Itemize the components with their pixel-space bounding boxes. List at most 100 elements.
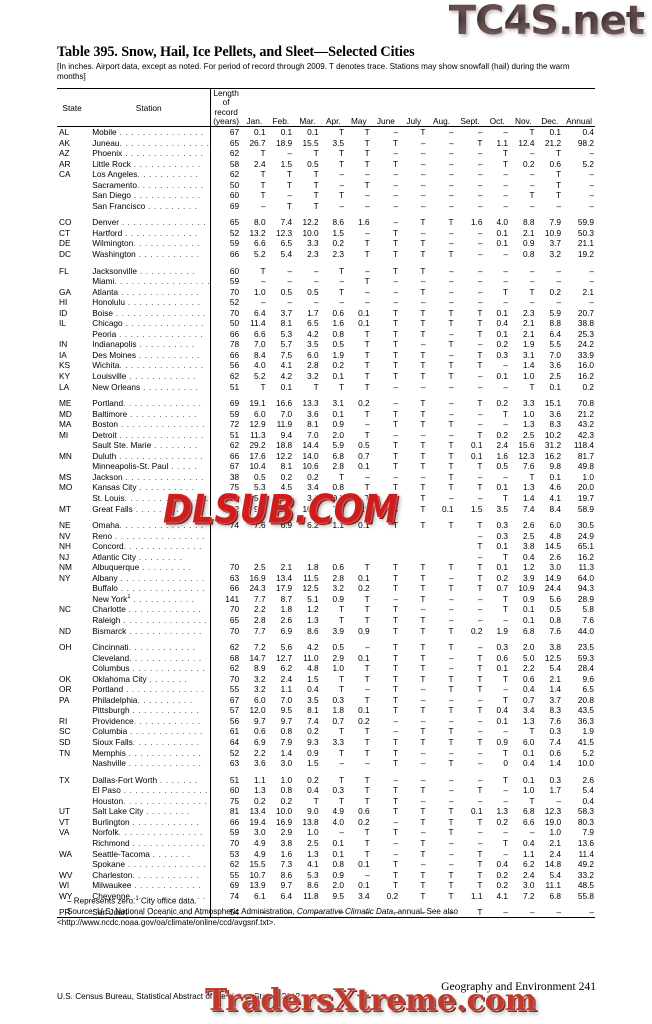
cell-nov: 6.8	[522, 806, 535, 817]
cell-station: Boston . . . . . . . . . . . . . . .	[87, 418, 212, 430]
cell-june: –	[393, 217, 399, 228]
cell-oct: 0.3	[496, 642, 508, 653]
cell-may: 0.1	[358, 652, 370, 663]
cell-jan: 15.5	[249, 859, 266, 870]
cell-dec: –	[556, 276, 562, 287]
cell-aug: T	[448, 869, 454, 880]
cell-annual: –	[589, 297, 594, 308]
cell-station: Minneapolis-St. Paul . . . . .	[87, 461, 212, 472]
cell-jan: 2.4	[254, 158, 266, 169]
leader-dots: . . . . . . . . . . . . . .	[122, 318, 205, 329]
cell-oct: 0.1	[496, 663, 508, 674]
cell-may: T	[364, 562, 370, 573]
cell-state: ME	[59, 398, 72, 409]
cell-feb: 9.5	[280, 705, 293, 716]
cell-feb: 5.7	[280, 339, 293, 350]
cell-station: Salt Lake City . . . . . . . .	[87, 806, 212, 817]
cell-june: T	[393, 328, 399, 339]
cell-nov: 1.4	[522, 493, 535, 503]
cell-annual: 0.2	[582, 381, 594, 392]
cell-annual: 7.6	[582, 615, 594, 626]
cell-mar: 10.6	[302, 503, 319, 514]
leader-dots: . . . . . . . . . . . . . . .	[116, 429, 204, 440]
cell-mar: T	[313, 148, 319, 159]
spacer-cell-rule	[87, 635, 212, 642]
cell-apr: 0.8	[332, 859, 345, 870]
cell-dec: 5.4	[549, 663, 562, 674]
leader-dots: . . . . . . . . . . . .	[133, 238, 201, 249]
cell-feb: 9.7	[280, 880, 293, 891]
cell-years-of-record: 75	[229, 795, 240, 806]
leader-dots: . . . . . . . . . . . . . .	[123, 398, 202, 409]
cell-state: OH	[59, 642, 72, 653]
cell-may: –	[365, 297, 370, 308]
cell-state: MS	[59, 471, 72, 482]
cell-mar: 7.4	[307, 715, 319, 726]
cell-apr: 7.6	[332, 503, 345, 514]
cell-apr: 3.5	[332, 137, 345, 148]
cell-jan: 0.1	[254, 127, 266, 138]
cell-sept: 0.2	[470, 625, 483, 636]
cell-nov: 6.6	[522, 816, 535, 827]
group-spacer	[57, 259, 595, 266]
cell-feb: 13.4	[275, 572, 293, 583]
cell-station: Spokane . . . . . . . . . . . . . .	[87, 858, 212, 870]
cell-state: AL	[59, 127, 70, 138]
leader-dots: . . . . . . . .	[143, 806, 190, 817]
cell-nov: 3.3	[522, 398, 535, 409]
cell-sept: T	[477, 859, 483, 870]
cell-years-of-record: 54	[229, 906, 240, 917]
footnote-marker-1: 1	[135, 896, 139, 902]
table-row: Nashville . . . . . . . . . . . . . 63 3.…	[57, 757, 595, 769]
leader-dots: . . . . . . . .	[151, 440, 198, 451]
cell-station: Houston. . . . . . . . . . . . . . .	[87, 795, 212, 807]
cell-may: T	[364, 238, 370, 249]
cell-july: T	[420, 890, 426, 901]
cell-oct: T	[502, 747, 508, 758]
cell-years-of-record	[211, 551, 241, 562]
cell-apr: 3.3	[332, 737, 345, 748]
cell-sept: 1.1	[470, 890, 483, 901]
cell-sept: –	[477, 190, 483, 201]
cell-mar: 4.1	[307, 859, 319, 870]
cell-july: T	[420, 663, 426, 674]
cell-apr: 2.0	[332, 880, 345, 891]
cell-dec: 14.8	[544, 859, 562, 870]
cell-nov: –	[529, 200, 535, 211]
cell-july: T	[420, 806, 426, 817]
col-oct: Oct.	[489, 116, 505, 127]
spacer-cell-rule	[87, 513, 212, 520]
cell-july: T	[420, 328, 426, 339]
leader-dots: . . . . . . . . . . . . . . . .	[119, 137, 210, 148]
cell-years-of-record: 66	[229, 583, 240, 594]
cell-years-of-record: 60	[229, 265, 240, 276]
table-row: St. Louis. . . . . . . . . . . . . . . 73…	[57, 492, 595, 504]
cell-mar: T	[313, 179, 319, 190]
cell-feb: 9.4	[280, 429, 293, 440]
table-row: FL Jacksonville . . . . . . . . . . 60 T – –…	[57, 265, 595, 276]
table-row: Minneapolis-St. Paul . . . . . 67 10.4 8.1 1…	[57, 461, 595, 472]
cell-annual: 118.4	[573, 440, 594, 451]
cell-station: St. Louis. . . . . . . . . . . . . . .	[87, 492, 212, 504]
cell-jan	[241, 530, 268, 541]
cell-feb: 1.5	[280, 158, 293, 169]
cell-station: Cincinnati. . . . . . . . . . . .	[87, 641, 212, 653]
cell-aug: –	[448, 604, 454, 615]
cell-mar: T	[313, 795, 319, 806]
cell-annual: 5.2	[582, 158, 594, 169]
cell-mar	[294, 530, 321, 541]
cell-sept: –	[477, 530, 483, 541]
cell-july: T	[420, 625, 426, 636]
cell-may: 0.9	[358, 625, 370, 636]
cell-state	[57, 493, 87, 504]
cell-jan: –	[260, 276, 266, 287]
table-row: CO Denver . . . . . . . . . . . . . . . 65…	[57, 217, 595, 228]
cell-sept: T	[477, 816, 483, 827]
cell-jan: 11.4	[250, 318, 266, 329]
cell-aug: T	[448, 562, 454, 573]
cell-sept: T	[477, 652, 483, 663]
cell-feb: 12.3	[275, 227, 293, 238]
cell-aug: –	[448, 859, 454, 870]
cell-nov: 0.4	[522, 758, 535, 769]
